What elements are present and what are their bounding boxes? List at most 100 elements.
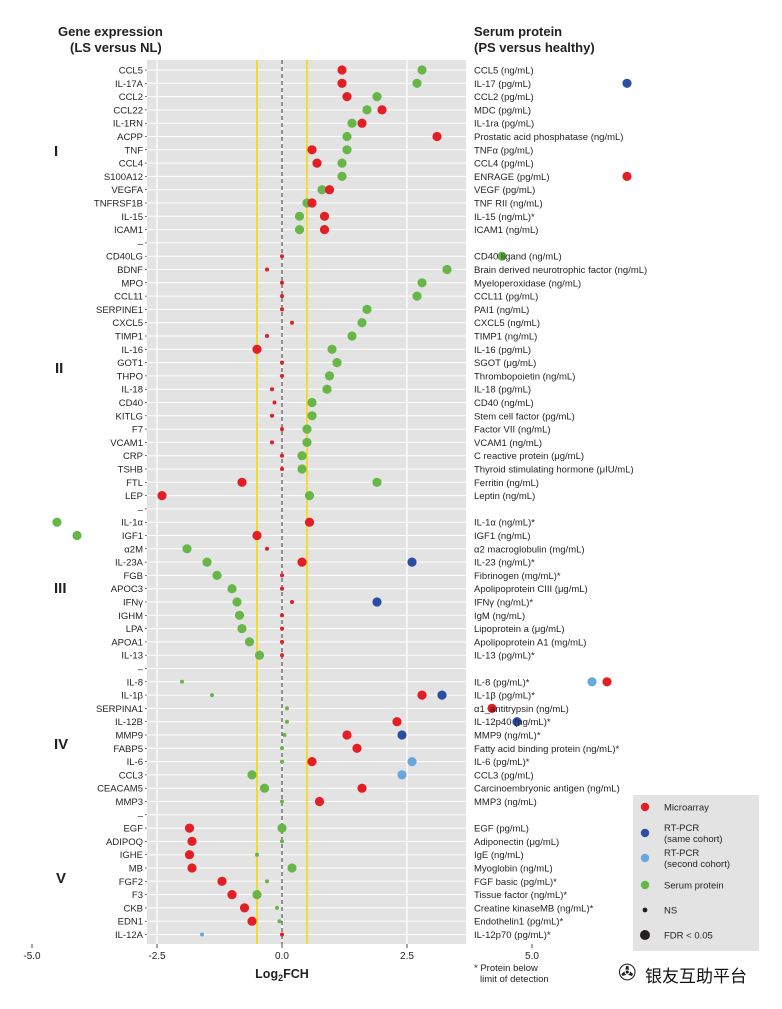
left-header: Gene expression (LS versus NL) (58, 24, 163, 56)
data-point-microarray (239, 903, 250, 913)
data-point-serum (234, 610, 245, 620)
data-point-microarray (307, 757, 317, 767)
data-point-microarray (319, 211, 330, 221)
section-label-V: V (56, 870, 67, 887)
gene-label: MB (129, 864, 143, 875)
data-point-serum (210, 693, 214, 698)
gene-label: TSHB (118, 465, 143, 476)
gene-label: – (138, 810, 144, 821)
data-point-microarray (417, 690, 427, 700)
protein-label: TNFα (pg/mL) (474, 145, 533, 156)
legend-marker (640, 828, 650, 838)
protein-label: IL-13 (pg/mL)* (474, 651, 535, 662)
data-point-serum (280, 759, 284, 764)
gene-labels: CCL5 IL-17A CCL2 CCL22 IL-1RN ACPP TNF CCL4 S100… (94, 66, 144, 942)
data-point-microarray (342, 730, 352, 740)
gene-label: EGF (123, 824, 143, 835)
protein-label: Prostatic acid phosphatase (ng/mL) (474, 132, 623, 143)
gene-label: FTL (126, 478, 143, 489)
gene-label: CKB (123, 903, 143, 914)
data-point-rtpcr-second (397, 770, 407, 780)
legend-marker (640, 880, 650, 890)
protein-label: IgE (ng/mL) (474, 850, 524, 861)
data-point-serum (322, 384, 332, 394)
gene-label: CCL11 (114, 292, 143, 303)
gene-label: VCAM1 (110, 438, 143, 449)
data-point-microarray (157, 491, 167, 501)
data-point-rtpcr-same (372, 597, 382, 607)
protein-label: MMP3 (ng/mL) (474, 797, 537, 808)
section-label-II: II (55, 360, 64, 377)
legend-marker (640, 853, 650, 863)
gene-label: IL-12A (115, 930, 144, 941)
protein-label: IGF1 (ng/mL) (474, 531, 531, 542)
data-point-serum (372, 92, 382, 102)
legend-marker (640, 930, 650, 940)
data-point-rtpcr-same (407, 557, 417, 567)
gene-label: ACPP (117, 132, 143, 143)
protein-label: Lipoprotein a (μg/mL) (474, 624, 565, 635)
protein-label: MDC (pg/mL) (474, 105, 531, 116)
data-point-microarray (307, 198, 317, 208)
data-point-microarray (297, 557, 307, 567)
data-point-serum (327, 344, 337, 354)
footnote: * Protein below limit of detection (474, 963, 549, 985)
protein-label: CXCL5 (ng/mL) (474, 318, 540, 329)
gene-label: MPO (121, 278, 143, 289)
data-point-serum (280, 746, 284, 751)
protein-label: Fatty acid binding protein (ng/mL)* (474, 744, 620, 755)
data-point-serum (442, 264, 452, 275)
data-point-microarray (280, 280, 284, 285)
gene-label: SERPINE1 (96, 305, 143, 316)
data-point-serum (212, 570, 222, 581)
legend-label: FDR < 0.05 (664, 931, 713, 942)
gene-label: FGF2 (119, 877, 143, 888)
data-point-microarray (280, 932, 284, 937)
legend-label: Serum protein (664, 881, 724, 892)
data-point-microarray (280, 307, 284, 312)
protein-label: VEGF (pg/mL) (474, 185, 535, 196)
data-point-microarray (184, 823, 195, 833)
protein-labels: CCL5 (ng/mL) IL-17 (pg/mL) CCL2 (pg/mL) MDC… (474, 66, 647, 942)
data-point-microarray (280, 626, 284, 631)
data-point-microarray (280, 453, 284, 458)
data-point-serum (287, 863, 297, 873)
data-point-microarray (290, 600, 294, 604)
gene-label: FABP5 (113, 744, 143, 755)
legend-box (633, 795, 759, 951)
gene-label: CD40LG (106, 252, 143, 263)
protein-label: Thrombopoietin (ng/mL) (474, 371, 575, 382)
data-point-rtpcr-same (437, 690, 447, 700)
protein-label: Ferritin (ng/mL) (474, 478, 539, 489)
data-point-serum (357, 318, 367, 328)
gene-label: IL-17A (115, 79, 144, 90)
gene-label: F3 (132, 890, 143, 901)
data-point-microarray (280, 467, 284, 471)
gene-label: IL-1α (121, 518, 143, 529)
data-point-microarray (217, 876, 227, 886)
data-point-microarray (319, 225, 330, 235)
data-point-serum (297, 464, 307, 474)
data-point-microarray (272, 400, 277, 405)
data-point-serum (180, 679, 184, 684)
gene-label: THPO (117, 371, 143, 382)
gene-label: IL-15 (121, 212, 143, 223)
data-point-microarray (280, 653, 284, 658)
protein-label: Carcinoembryonic antigen (ng/mL) (474, 784, 620, 795)
protein-label: Endothelin1 (pg/mL)* (474, 917, 564, 928)
protein-label: PAI1 (ng/mL) (474, 305, 529, 316)
footnote-line-1: * Protein below (474, 963, 538, 974)
data-point-microarray (280, 373, 284, 378)
gene-label: α2M (124, 544, 143, 555)
data-point-microarray (227, 890, 237, 900)
gene-label: ICAM1 (114, 225, 143, 236)
x-tick-label: 0.0 (275, 951, 289, 962)
gene-label: CCL4 (119, 159, 143, 170)
data-point-microarray (280, 613, 284, 618)
gene-label: IL-1β (121, 691, 143, 702)
data-point-microarray (314, 796, 325, 807)
gene-label: KITLG (116, 411, 143, 422)
gene-label: ADIPOQ (106, 837, 143, 848)
data-point-microarray (252, 344, 262, 354)
gene-label: CCL5 (119, 66, 143, 77)
